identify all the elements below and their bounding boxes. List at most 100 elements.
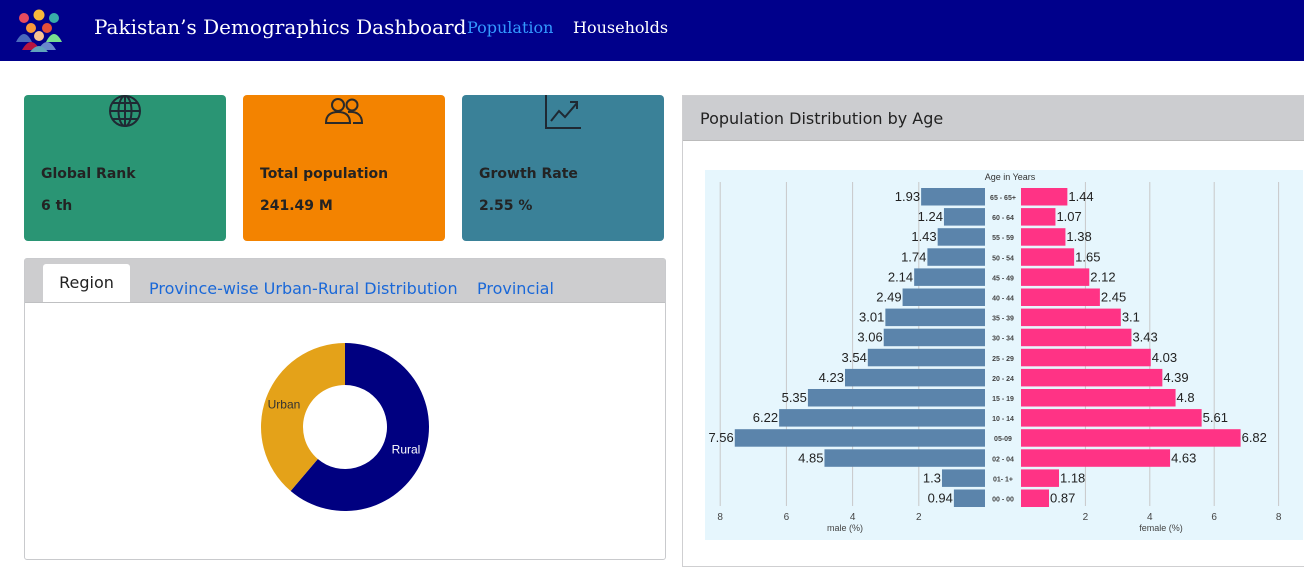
female-value-label: 2.12 (1090, 269, 1115, 284)
age-category-label: 60 - 64 (992, 215, 1014, 222)
globe-icon (109, 95, 141, 127)
female-bar (1021, 489, 1050, 507)
x-tick-label: 4 (1147, 512, 1153, 523)
x-tick-label: 8 (1276, 512, 1282, 523)
tab-province-urban-rural[interactable]: Province-wise Urban-Rural Distribution (149, 279, 458, 298)
tabs-header (25, 259, 665, 303)
female-value-label: 3.1 (1122, 310, 1140, 325)
age-category-label: 50 - 54 (992, 255, 1014, 262)
male-value-label: 3.54 (842, 350, 867, 365)
female-bar (1021, 389, 1176, 407)
female-bar (1021, 188, 1068, 206)
male-value-label: 7.56 (708, 430, 733, 445)
male-value-label: 2.49 (876, 290, 901, 305)
male-value-label: 0.94 (928, 491, 953, 506)
male-value-label: 1.3 (923, 470, 941, 485)
donut-slice-rural (290, 343, 429, 511)
male-bar (867, 348, 985, 367)
age-category-label: 35 - 39 (992, 316, 1014, 323)
app-title: Pakistan’s Demographics Dashboard (94, 15, 467, 39)
female-value-label: 4.63 (1171, 450, 1196, 465)
card-value: 241.49 M (260, 198, 333, 214)
female-value-label: 6.82 (1242, 430, 1267, 445)
female-value-label: 4.8 (1177, 390, 1195, 405)
donut-label: Rural (392, 442, 421, 456)
female-value-label: 4.03 (1152, 350, 1177, 365)
female-bar (1021, 228, 1066, 246)
total-population-card: Total population 241.49 M (243, 95, 445, 241)
population-pyramid-panel: Population Distribution by Age Age in Ye… (682, 95, 1304, 567)
female-bar (1021, 469, 1059, 487)
card-value: 2.55 % (479, 198, 533, 214)
male-value-label: 1.24 (918, 209, 943, 224)
male-bar (885, 308, 985, 327)
age-category-label: 01- 1+ (993, 476, 1013, 483)
card-value: 6 th (41, 198, 73, 214)
male-bar (844, 368, 985, 387)
male-bar (953, 489, 985, 507)
female-bar (1021, 368, 1163, 387)
age-category-label: 45 - 49 (992, 275, 1014, 282)
panel-title: Population Distribution by Age (700, 109, 944, 128)
female-bar (1021, 308, 1121, 327)
card-label: Global Rank (41, 166, 136, 182)
male-bar (943, 208, 985, 226)
age-category-label: 05-09 (994, 436, 1012, 443)
male-value-label: 4.23 (819, 370, 844, 385)
female-bar (1021, 348, 1151, 367)
growth-rate-card: Growth Rate 2.55 % (462, 95, 664, 241)
female-bar (1021, 429, 1241, 447)
age-category-label: 02 - 04 (992, 456, 1014, 463)
male-bar (883, 328, 985, 347)
axis-title: Age in Years (985, 172, 1036, 182)
age-category-label: 20 - 24 (992, 376, 1014, 383)
female-value-label: 4.39 (1163, 370, 1188, 385)
male-bar (914, 268, 985, 286)
age-category-label: 25 - 29 (992, 356, 1014, 363)
female-value-label: 1.18 (1060, 470, 1085, 485)
nav-households[interactable]: Households (573, 18, 669, 37)
card-label: Growth Rate (479, 166, 578, 182)
male-bar (921, 188, 985, 206)
age-category-label: 10 - 14 (992, 416, 1014, 423)
female-value-label: 3.43 (1132, 330, 1157, 345)
region-tabs-panel: Region Province-wise Urban-Rural Distrib… (24, 258, 666, 560)
x-axis-label-male: male (%) (827, 523, 863, 533)
global-rank-card: Global Rank 6 th (24, 95, 226, 241)
female-value-label: 1.65 (1075, 249, 1100, 264)
male-bar (824, 449, 985, 467)
male-value-label: 5.35 (782, 390, 807, 405)
tab-provincial[interactable]: Provincial (477, 279, 554, 298)
people-group-icon[interactable] (14, 8, 64, 52)
female-value-label: 5.61 (1203, 410, 1228, 425)
female-value-label: 1.07 (1056, 209, 1081, 224)
female-bar (1021, 288, 1100, 306)
age-category-label: 00 - 00 (992, 497, 1014, 504)
x-tick-label: 8 (717, 512, 723, 523)
male-value-label: 3.06 (857, 330, 882, 345)
female-value-label: 1.38 (1066, 229, 1091, 244)
age-category-label: 15 - 19 (992, 396, 1014, 403)
x-tick-label: 2 (916, 512, 922, 523)
male-value-label: 2.14 (888, 269, 913, 284)
age-category-label: 40 - 44 (992, 296, 1014, 303)
female-bar (1021, 409, 1202, 427)
x-tick-label: 4 (850, 512, 856, 523)
nav-population[interactable]: Population (467, 18, 554, 37)
age-category-label: 30 - 34 (992, 336, 1014, 343)
plot-background (705, 170, 1303, 540)
x-tick-label: 2 (1083, 512, 1089, 523)
male-bar (902, 288, 985, 306)
donut-slice-urban (261, 343, 345, 492)
age-category-label: 55 - 59 (992, 235, 1014, 242)
male-bar (807, 389, 985, 407)
x-tick-label: 6 (1211, 512, 1217, 523)
people-icon (324, 98, 364, 124)
x-axis-label-female: female (%) (1139, 523, 1183, 533)
tab-region[interactable]: Region (43, 264, 130, 302)
male-value-label: 1.74 (901, 249, 926, 264)
line-chart-icon (545, 95, 581, 129)
female-bar (1021, 268, 1090, 286)
female-bar (1021, 328, 1132, 347)
female-value-label: 1.44 (1068, 189, 1093, 204)
